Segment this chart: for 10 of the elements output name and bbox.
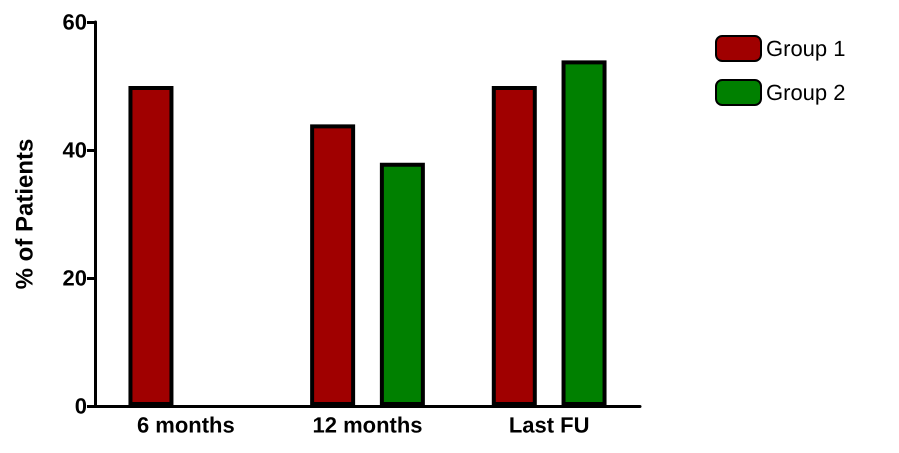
legend-label: Group 2 (766, 80, 846, 105)
y-tick-label: 20 (62, 266, 87, 290)
y-tick-label: 60 (62, 10, 87, 34)
y-axis-title: % of Patients (12, 138, 38, 290)
y-tick-label: 0 (74, 394, 87, 418)
x-tick-label: 12 months (312, 412, 423, 438)
x-tick-label: Last FU (508, 412, 590, 438)
y-tick-label: 40 (62, 138, 87, 162)
x-tick-label: 6 months (136, 412, 235, 438)
legend-label: Group 1 (766, 36, 846, 61)
